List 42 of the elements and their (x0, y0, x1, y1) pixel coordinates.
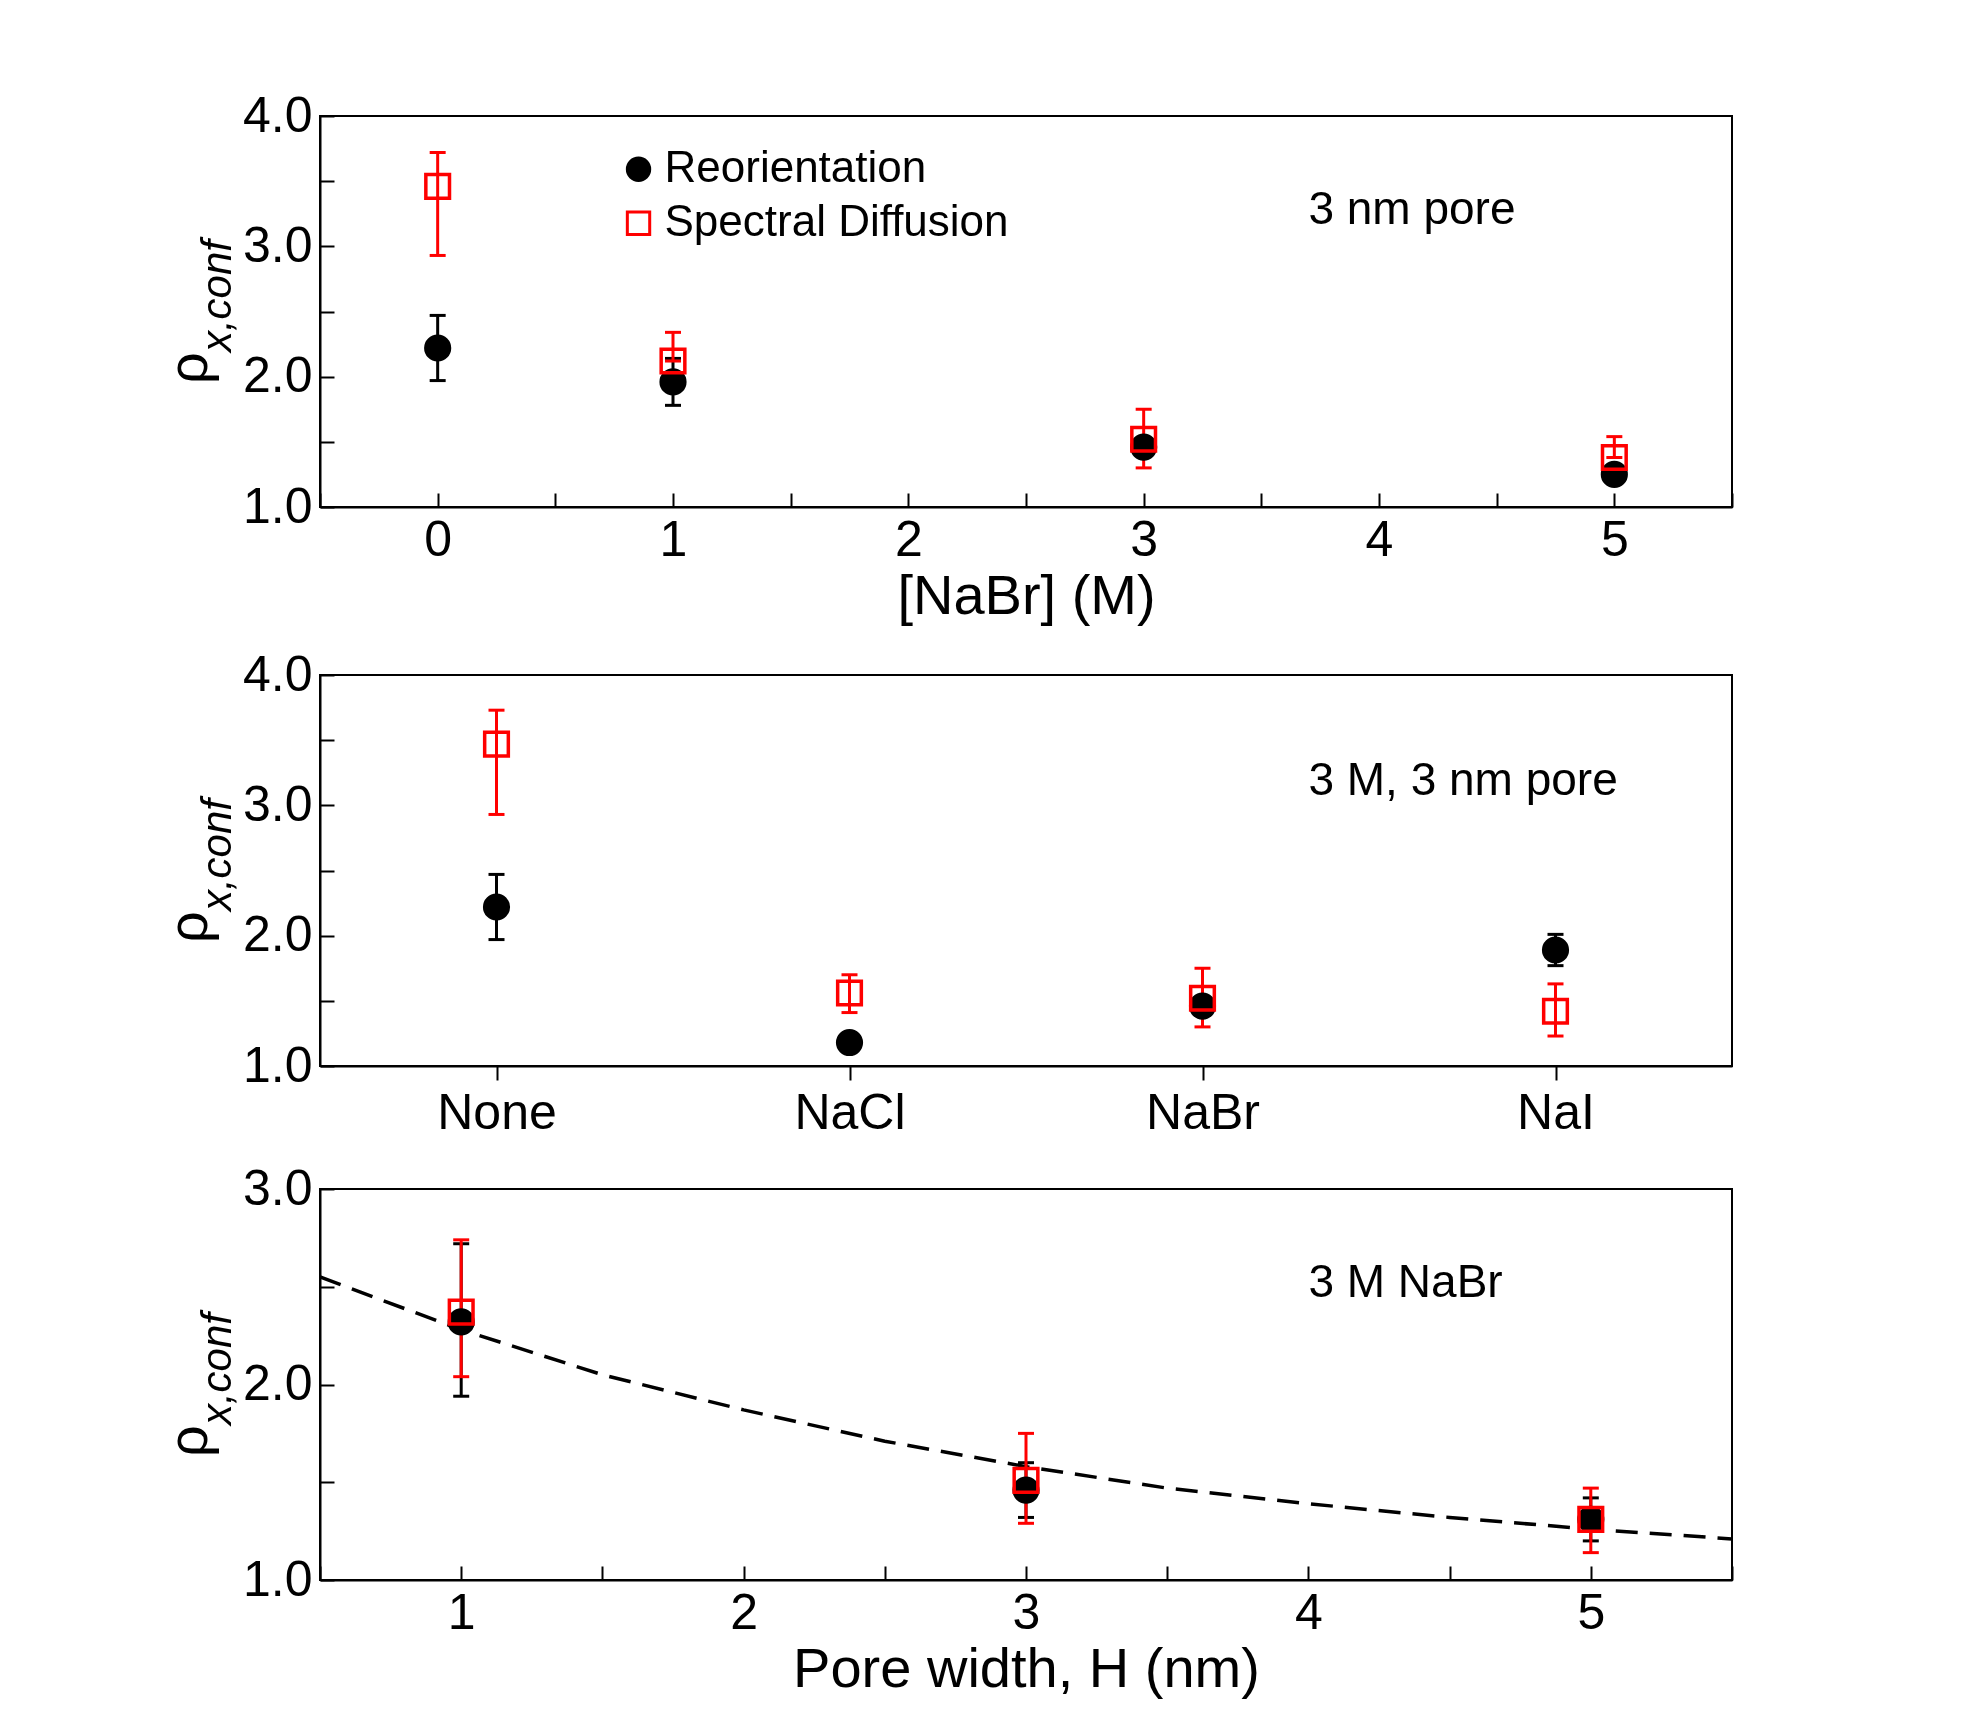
point (482, 730, 511, 758)
y-tick-label: 2.0 (242, 347, 313, 404)
x-tick-label: None (437, 1083, 557, 1140)
point (1600, 443, 1628, 472)
y-tick-label: 2.0 (242, 1355, 313, 1411)
x-tick-label: 2 (730, 1583, 759, 1640)
y-tick-label: 4.0 (242, 86, 313, 143)
annotation: 3 nm pore (1308, 181, 1516, 234)
point (1188, 984, 1217, 1012)
annotation: 3 M, 3 nm pore (1308, 752, 1618, 805)
legend-label: Spectral Diffusion (664, 196, 1009, 246)
y-tick-label: 1.0 (242, 1550, 313, 1607)
x-tick-label: 5 (1577, 1583, 1606, 1640)
point (1541, 997, 1570, 1025)
y-tick-label: 2.0 (242, 906, 313, 963)
point (447, 1298, 475, 1326)
point (835, 979, 864, 1007)
y-tick-label: 3.0 (242, 216, 313, 273)
annotation: 3 M NaBr (1308, 1254, 1503, 1307)
point (1012, 1466, 1040, 1494)
y-tick-label: 1.0 (242, 477, 313, 534)
x-tick-label: NaI (1517, 1083, 1595, 1140)
x-tick-label: NaCl (794, 1083, 906, 1140)
x-tick-label: 4 (1365, 510, 1394, 567)
x-tick-label: 4 (1294, 1583, 1323, 1640)
point (424, 172, 452, 200)
point (659, 347, 687, 375)
point (835, 1028, 864, 1057)
y-tick-label: 1.0 (242, 1036, 313, 1093)
point (424, 334, 452, 362)
x-tick-label: 0 (424, 510, 453, 567)
x-tick-label: 1 (659, 510, 688, 567)
x-tick-label: NaBr (1146, 1083, 1260, 1140)
y-tick-label: 4.0 (242, 645, 313, 702)
point (1541, 936, 1570, 964)
point (1130, 425, 1158, 453)
point (482, 893, 511, 921)
y-tick-label: 3.0 (242, 1159, 313, 1216)
x-tick-label: 1 (447, 1583, 476, 1640)
x-tick-label: 5 (1600, 510, 1629, 567)
legend-label: Reorientation (664, 142, 927, 192)
y-tick-label: 3.0 (242, 775, 313, 832)
